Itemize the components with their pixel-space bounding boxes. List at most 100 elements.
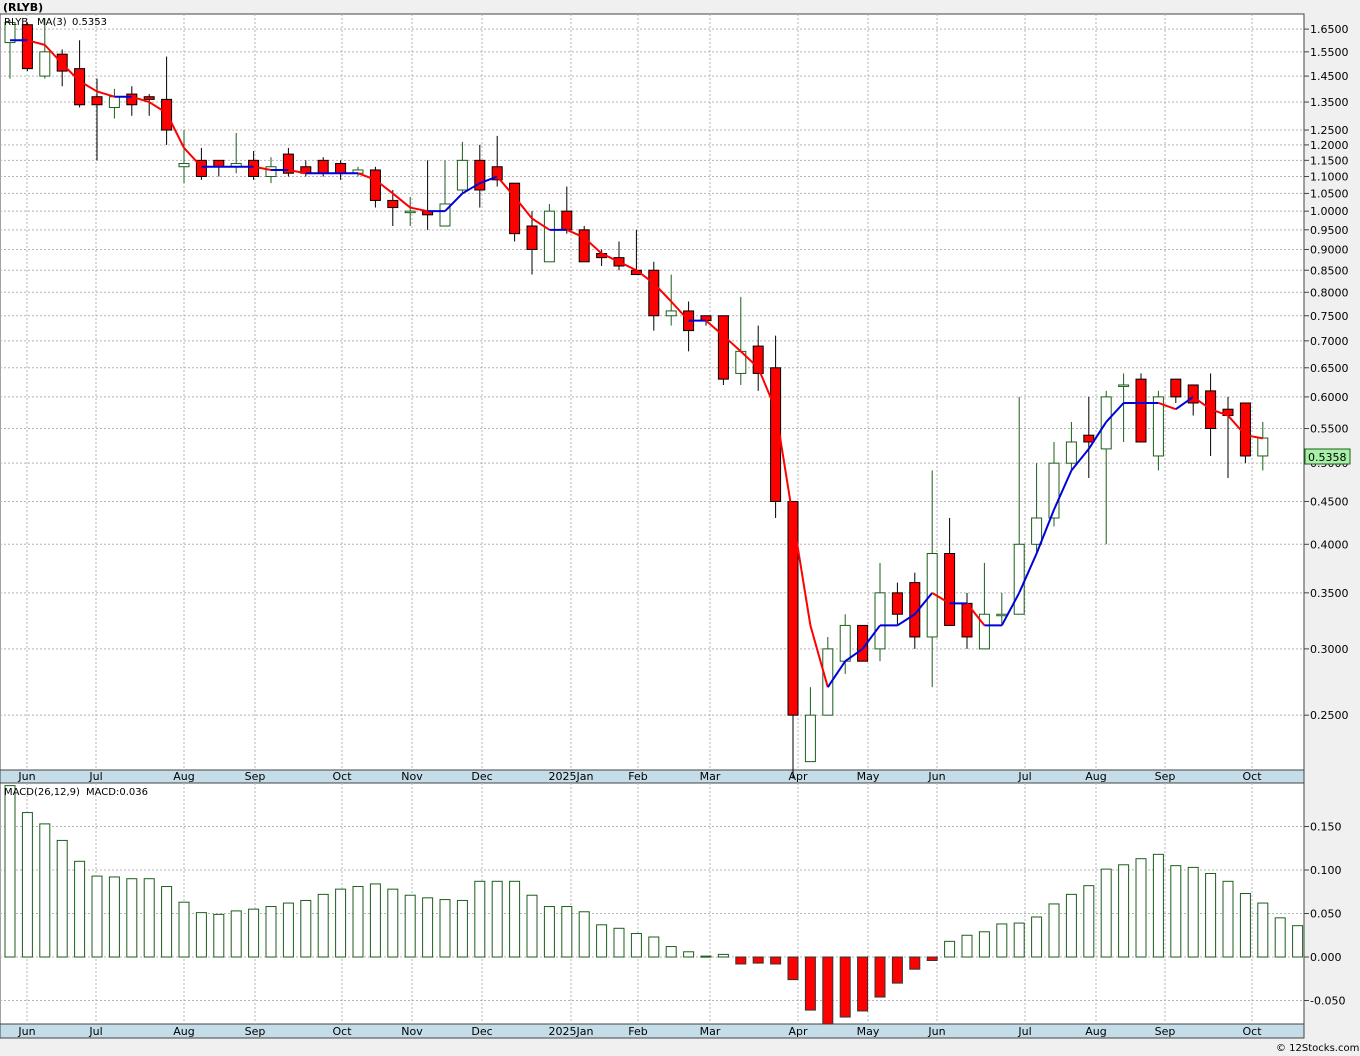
ma3-segment	[774, 409, 794, 519]
date-label: Apr	[788, 770, 808, 783]
macd-bar	[91, 875, 103, 958]
ma3-segment	[183, 147, 203, 168]
macd-bar	[300, 899, 312, 958]
macd-bar	[944, 940, 956, 958]
date-label: May	[857, 770, 880, 783]
price-tick-label: 1.0500	[1310, 187, 1349, 200]
macd-bar	[961, 934, 973, 958]
macd-label: MACD(26,12,9)	[4, 787, 80, 798]
macd-bar	[352, 886, 364, 958]
candle-body	[978, 613, 990, 650]
price-tick-label: 1.2500	[1310, 124, 1349, 137]
price-tick-label: 0.4500	[1310, 495, 1349, 508]
macd-bar	[335, 888, 347, 958]
candle-body	[439, 203, 451, 227]
macd-bar	[213, 913, 225, 958]
ma3-segment	[757, 367, 777, 410]
macd-bar	[74, 860, 86, 958]
ma3-segment	[61, 63, 81, 82]
candle-body	[335, 163, 347, 174]
candle-body	[195, 159, 207, 178]
macd-tick-label: -0.050	[1310, 995, 1345, 1008]
ma3-segment	[392, 192, 411, 209]
candle-body	[891, 592, 903, 615]
price-tick-label: 1.1000	[1310, 171, 1349, 184]
ma3-segment	[844, 648, 864, 663]
last-price-tag: 0.5358	[1308, 451, 1347, 464]
ma3-segment	[1105, 402, 1125, 423]
price-tick-label: 0.6500	[1310, 362, 1349, 375]
macd-bar	[613, 927, 625, 958]
candle-body	[874, 592, 886, 650]
price-tick-label: 1.3500	[1310, 96, 1349, 109]
macd-bar	[648, 936, 660, 958]
price-tick-label: 1.6500	[1310, 23, 1349, 36]
macd-bar	[1048, 903, 1060, 958]
ma3-segment	[1245, 434, 1263, 440]
ma3-segment	[409, 206, 428, 213]
macd-bar	[1100, 868, 1112, 958]
ma-label: MA(3)	[37, 17, 67, 28]
macd-bar	[1065, 893, 1077, 958]
candle-body	[1152, 396, 1164, 457]
date-label: Aug	[173, 770, 194, 783]
ma3-segment	[27, 39, 46, 46]
date-label: Oct	[1242, 1025, 1262, 1038]
macd-bar	[543, 906, 555, 958]
macd-bar	[839, 956, 851, 1018]
macd-bar	[804, 956, 816, 1011]
candle-body	[1083, 434, 1095, 443]
ma3-segment	[601, 252, 620, 263]
date-label: Oct	[332, 770, 352, 783]
date-label: Jun	[17, 770, 35, 783]
macd-bar	[56, 839, 68, 958]
ma3-segment	[966, 602, 986, 627]
macd-bar	[909, 956, 921, 970]
price-tick-label: 0.8500	[1310, 264, 1349, 277]
date-label: Jul	[88, 770, 102, 783]
macd-bar	[926, 956, 938, 961]
candle-body	[369, 169, 381, 201]
ma3-segment	[914, 592, 933, 615]
panel-symbol: RLYB	[4, 17, 28, 28]
macd-bar	[1239, 892, 1251, 958]
candle-body	[91, 96, 103, 106]
macd-bar	[561, 906, 573, 958]
candle-body	[944, 552, 956, 626]
candle-body	[1118, 384, 1130, 387]
price-tick-label: 0.4000	[1310, 538, 1349, 551]
macd-bar	[126, 878, 138, 958]
candle-body	[1031, 517, 1043, 545]
macd-bar	[317, 893, 329, 958]
macd-tick-label: 0.000	[1310, 951, 1342, 964]
candle-body	[752, 345, 764, 374]
macd-bar	[509, 880, 521, 958]
candle-body	[1257, 437, 1269, 457]
date-label: Mar	[700, 1025, 721, 1038]
candle-body	[1187, 384, 1199, 404]
ma3-segment	[253, 165, 272, 171]
date-label: Jun	[17, 1025, 35, 1038]
date-label: Dec	[471, 1025, 492, 1038]
date-label: Sep	[245, 1025, 266, 1038]
candle-body	[1013, 543, 1025, 615]
ma3-segment	[288, 168, 306, 175]
macd-bar	[978, 931, 990, 958]
date-label: May	[857, 1025, 880, 1038]
watermark: © 12Stocks.com	[1276, 1043, 1359, 1054]
macd-bar	[161, 886, 173, 958]
macd-bar	[1292, 925, 1304, 958]
macd-bar	[404, 894, 416, 958]
macd-bar	[1031, 916, 1043, 958]
date-label: Apr	[788, 1025, 808, 1038]
macd-bar	[717, 953, 729, 958]
price-tick-label: 1.4500	[1310, 70, 1349, 83]
ma3-segment	[1000, 592, 1021, 626]
candle-body	[108, 96, 120, 108]
macd-bar	[1135, 858, 1147, 958]
macd-bar	[282, 902, 294, 958]
candle-body	[1239, 402, 1251, 457]
macd-bar	[1152, 853, 1164, 958]
candle-body	[21, 24, 33, 70]
date-label: Sep	[1155, 770, 1176, 783]
